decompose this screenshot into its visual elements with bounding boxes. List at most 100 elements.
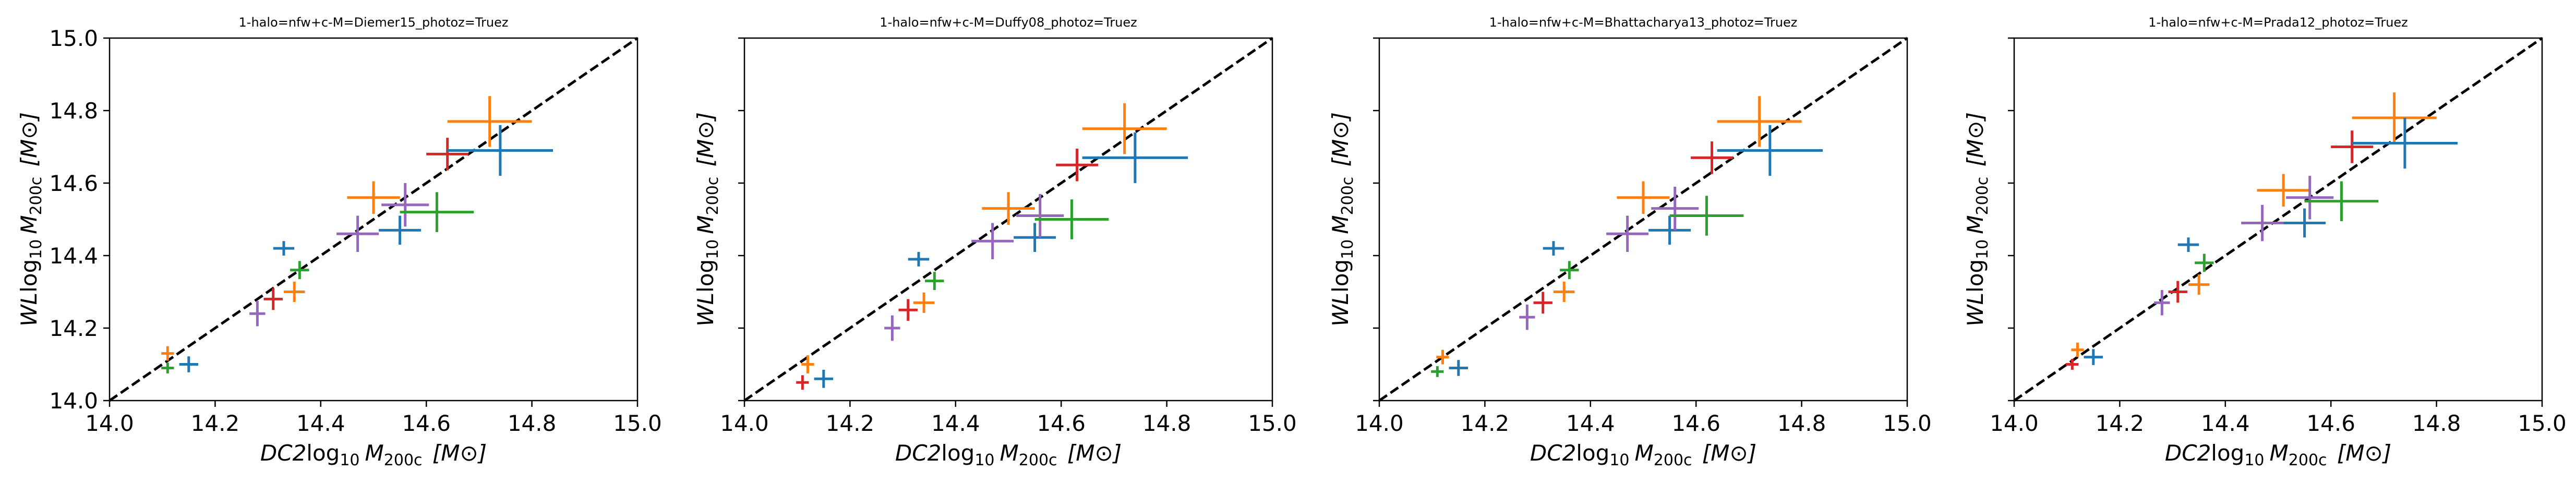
x-tick-label: 14.0: [720, 410, 769, 436]
panel-1: 1-halo=nfw+c-M=Diemer15_photoz=Truez 14.0…: [16, 15, 662, 469]
plot-frame: [109, 37, 639, 402]
data-point: [179, 356, 199, 372]
data-point: [971, 223, 1014, 259]
data-point: [2304, 181, 2379, 221]
x-axis-label: DC2log10 M200c [M⊙]: [1530, 440, 1756, 469]
data-point: [2286, 176, 2334, 220]
panel-2: 1-halo=nfw+c-M=Duffy08_photoz=Truez 14.0 1…: [693, 15, 1297, 469]
x-tick-label: 14.6: [402, 410, 451, 436]
data-point: [925, 272, 944, 291]
chart-title: 1-halo=nfw+c-M=Prada12_photoz=Truez: [2148, 15, 2408, 30]
data-point: [1717, 125, 1823, 176]
identity-line: [1378, 37, 1908, 402]
x-tick-label: 14.8: [1142, 410, 1191, 436]
data-point: [814, 369, 834, 388]
data-point: [379, 215, 422, 245]
x-tick-label: 14.2: [1461, 410, 1510, 436]
x-tick-label: 14.6: [1671, 410, 1720, 436]
data-point: [2352, 117, 2458, 169]
data-point: [1651, 186, 1699, 231]
data-point: [1553, 282, 1575, 302]
x-tick-label: 15.0: [2518, 410, 2567, 436]
data-point: [347, 181, 400, 214]
y-tick-label: 14.2: [49, 316, 98, 341]
data-point: [161, 363, 174, 373]
x-tick-label: 15.0: [613, 410, 662, 436]
y-tick-label: 14.4: [49, 243, 98, 269]
data-point: [1056, 148, 1099, 182]
data-point: [273, 241, 295, 256]
data-point: [1431, 366, 1444, 377]
data-point: [447, 125, 553, 176]
data-point: [913, 292, 935, 313]
data-point: [2283, 208, 2326, 238]
data-point: [2066, 359, 2079, 370]
data-point: [381, 183, 429, 227]
data-point: [2241, 204, 2284, 242]
data-point: [1519, 304, 1535, 330]
chart-title: 1-halo=nfw+c-M=Diemer15_photoz=Truez: [239, 15, 509, 30]
data-point: [290, 261, 309, 280]
data-point: [249, 300, 266, 327]
plot-frame: [743, 37, 1273, 402]
y-tick-label: 14.0: [49, 388, 98, 414]
data-point: [1449, 360, 1468, 376]
x-tick-label: 14.4: [2201, 410, 2250, 436]
x-tick-label: 14.0: [85, 410, 134, 436]
panel-3: 1-halo=nfw+c-M=Bhattacharya13_photoz=Tru…: [1328, 15, 1932, 469]
data-point: [1082, 132, 1188, 183]
x-tick-label: 14.2: [2096, 410, 2145, 436]
x-tick-label: 14.4: [1566, 410, 1615, 436]
x-axis-label: DC2log10 M200c [M⊙]: [2165, 440, 2391, 469]
data-point: [400, 192, 474, 232]
data-point: [2084, 349, 2103, 365]
data-point: [2188, 274, 2210, 295]
plot-frame: [2013, 37, 2543, 402]
data-point: [1617, 181, 1670, 214]
data-point: [2177, 237, 2199, 252]
x-tick-label: 14.0: [1355, 410, 1404, 436]
y-axis-label: WLlog10M200c [M⊙]: [1963, 112, 1992, 327]
data-point: [1082, 103, 1167, 154]
x-tick-label: 14.8: [508, 410, 557, 436]
data-point: [2168, 281, 2187, 303]
data-point: [1648, 215, 1691, 245]
x-tick-label: 14.8: [1777, 410, 1826, 436]
data-point: [2331, 130, 2374, 163]
data-point: [2071, 342, 2084, 357]
data-point: [1436, 349, 1449, 365]
data-point: [283, 282, 305, 302]
data-point: [2195, 253, 2214, 272]
data-point: [1016, 194, 1064, 238]
x-tick-label: 14.2: [191, 410, 240, 436]
data-point: [447, 96, 532, 147]
data-point: [884, 315, 900, 341]
chart-title: 1-halo=nfw+c-M=Bhattacharya13_photoz=Tru…: [1489, 15, 1798, 30]
y-axis-label: WLlog10M200c [M⊙]: [16, 112, 45, 327]
data-point: [898, 299, 918, 321]
y-axis-label: WLlog10M200c [M⊙]: [693, 112, 722, 327]
y-tick-label: 14.8: [49, 98, 98, 124]
data-point: [796, 375, 809, 390]
data-point: [336, 215, 379, 252]
data-point: [801, 355, 814, 373]
x-tick-label: 14.2: [826, 410, 875, 436]
data-point: [161, 346, 174, 361]
identity-line: [2013, 37, 2543, 402]
x-axis-label: DC2log10 M200c [M⊙]: [260, 440, 487, 469]
y-tick-label: 15.0: [49, 26, 98, 51]
data-point: [1717, 96, 1802, 147]
data-point: [2154, 290, 2170, 316]
data-point: [426, 138, 469, 171]
data-point: [1543, 241, 1564, 256]
x-tick-label: 14.0: [1990, 410, 2039, 436]
y-tick-label: 14.6: [49, 171, 98, 196]
identity-line: [109, 37, 639, 402]
x-tick-label: 14.8: [2412, 410, 2461, 436]
data-point: [1606, 215, 1649, 252]
x-tick-label: 14.4: [931, 410, 980, 436]
x-tick-label: 14.6: [1037, 410, 1086, 436]
x-axis-label: DC2log10 M200c [M⊙]: [895, 440, 1122, 469]
